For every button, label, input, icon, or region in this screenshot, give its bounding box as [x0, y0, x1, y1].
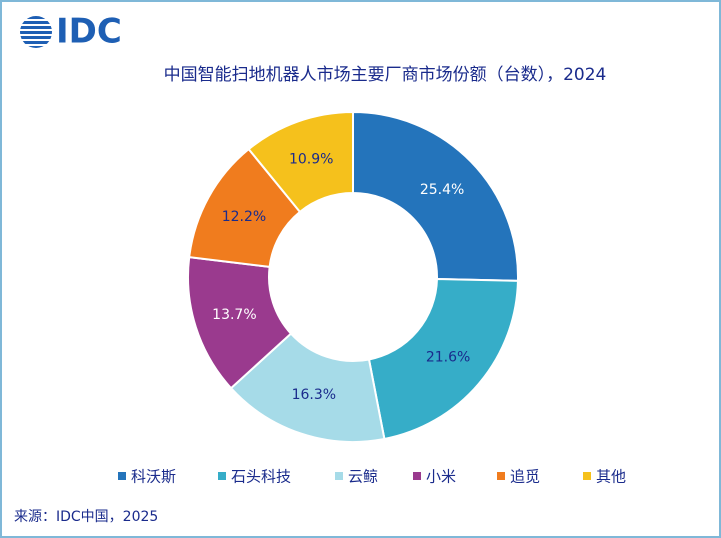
- legend-swatch: [335, 472, 343, 480]
- chart-title: 中国智能扫地机器人市场主要厂商市场份额（台数），2024: [164, 65, 607, 85]
- slice: [247, 110, 354, 214]
- legend-swatch: [497, 472, 505, 480]
- source: 来源：IDC中国，2025: [14, 509, 158, 525]
- data-label: 13.7%: [212, 307, 256, 323]
- legend-label: 追觅: [510, 468, 540, 486]
- logo-icon: [20, 16, 52, 48]
- data-label: 21.6%: [426, 349, 470, 365]
- legend-label: 科沃斯: [131, 468, 176, 486]
- legend-swatch: [218, 472, 226, 480]
- legend-swatch: [583, 472, 591, 480]
- slice: [367, 277, 519, 441]
- legend-label: 石头科技: [231, 468, 291, 486]
- data-label: 16.3%: [292, 387, 336, 403]
- data-label: 25.4%: [420, 182, 464, 198]
- legend-label: 其他: [596, 468, 626, 486]
- legend-swatch: [118, 472, 126, 480]
- slice: [352, 110, 519, 282]
- logo: IDC: [56, 12, 122, 52]
- legend-swatch: [413, 472, 421, 480]
- data-label: 12.2%: [222, 209, 266, 225]
- data-label: 10.9%: [289, 152, 333, 168]
- legend-label: 云鲸: [348, 468, 378, 486]
- legend-label: 小米: [426, 468, 456, 486]
